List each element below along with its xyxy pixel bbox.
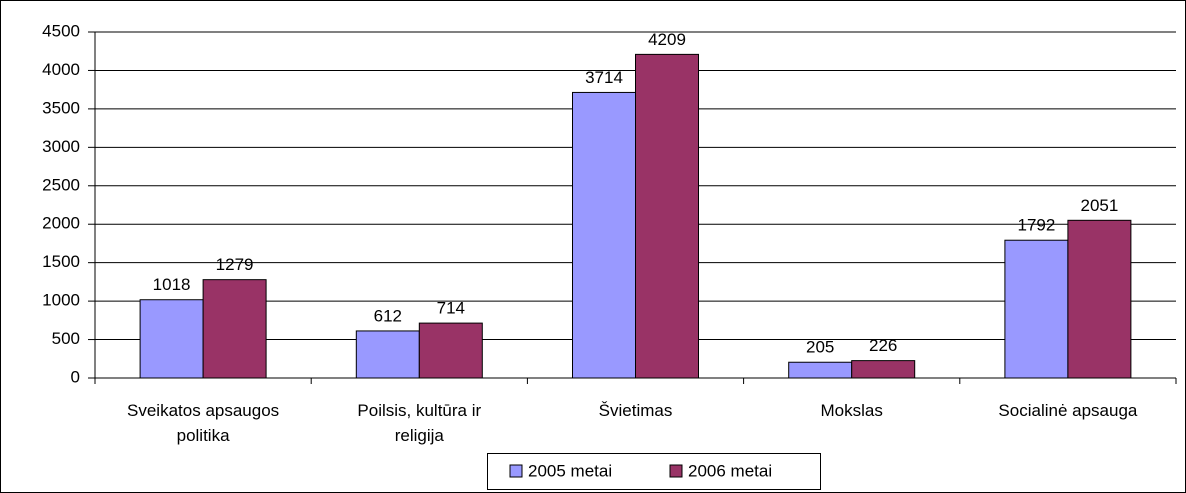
data-label: 3714 (585, 68, 623, 87)
y-tick-label: 4000 (42, 60, 80, 79)
x-tick-label: Poilsis, kultūra ir religija (357, 401, 481, 445)
legend-frame (487, 453, 821, 490)
y-tick-label: 4500 (42, 21, 80, 40)
bar (355, 330, 420, 379)
x-tick-label: Sveikatos apsaugos politika (127, 401, 279, 445)
x-tick-label-line: Socialinė apsauga (998, 401, 1137, 420)
data-label: 205 (806, 338, 834, 357)
bar (572, 91, 636, 379)
y-tick-label: 1000 (42, 291, 80, 310)
x-tick-label-line: politika (177, 426, 230, 445)
data-label: 2051 (1080, 196, 1118, 215)
legend-swatch (509, 464, 523, 478)
legend-label: 2006 metai (688, 461, 772, 480)
x-tick-label-line: Poilsis, kultūra ir (357, 401, 481, 420)
bar (1004, 239, 1069, 379)
data-label: 612 (374, 306, 402, 325)
x-tick-label: Švietimas (599, 401, 673, 420)
legend: 2005 metai 2006 metai (487, 453, 821, 490)
legend-swatch (669, 464, 683, 478)
bar (851, 360, 916, 379)
y-tick-label: 3500 (42, 98, 80, 117)
bar (1067, 219, 1132, 379)
legend-label: 2005 metai (528, 461, 612, 480)
data-label: 714 (437, 299, 465, 318)
bar (139, 299, 204, 379)
x-tick-label: Socialinė apsauga (998, 401, 1137, 420)
y-tick-label: 1500 (42, 252, 80, 271)
x-tick-label-line: Mokslas (821, 401, 883, 420)
bar (635, 53, 699, 379)
data-label: 4209 (648, 30, 686, 49)
bar (202, 279, 267, 379)
y-tick-label: 2000 (42, 214, 80, 233)
x-tick-label-line: religija (395, 426, 445, 445)
bar (418, 322, 483, 379)
x-tick-label: Mokslas (821, 401, 883, 420)
y-tick-label: 3000 (42, 137, 80, 156)
x-tick-label-line: Sveikatos apsaugos (127, 401, 279, 420)
bar (788, 361, 853, 379)
data-label: 1018 (153, 275, 191, 294)
x-tick-label-line: Švietimas (599, 401, 673, 420)
y-tick-label: 0 (71, 367, 80, 386)
y-tick-label: 2500 (42, 175, 80, 194)
data-label: 1279 (216, 255, 254, 274)
data-label: 226 (869, 336, 897, 355)
y-tick-label: 500 (52, 329, 80, 348)
data-label: 1792 (1017, 216, 1055, 235)
